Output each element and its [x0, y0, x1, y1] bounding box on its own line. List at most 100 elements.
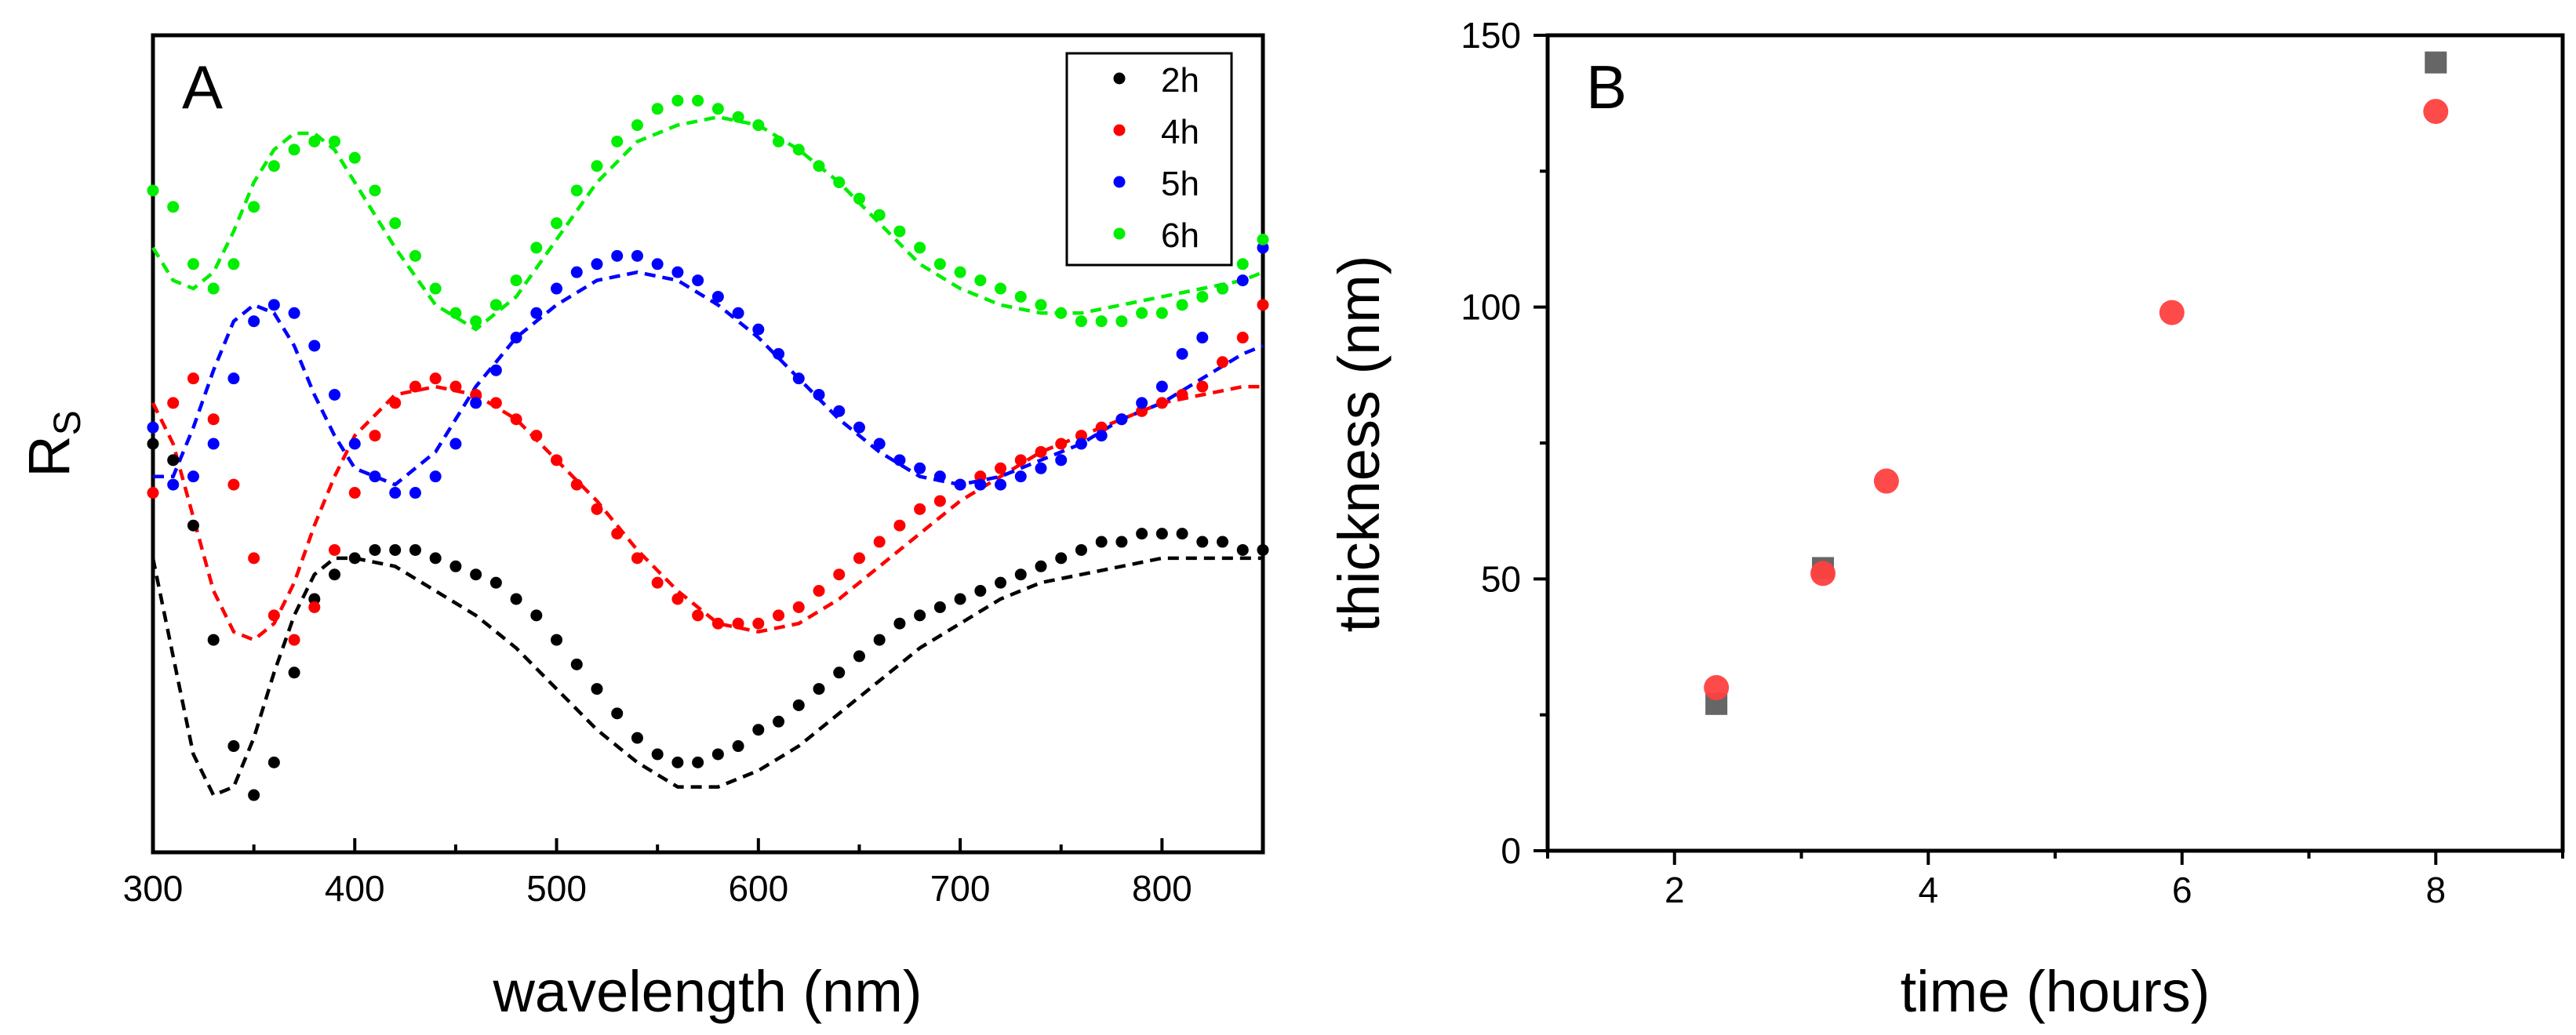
data-point-5h — [914, 462, 926, 474]
data-point-6h — [389, 217, 402, 230]
data-point-6h — [1055, 307, 1068, 319]
data-point-6h — [1035, 299, 1047, 311]
data-point-6h — [773, 135, 785, 147]
panel-a-y-axis-title-sub: S — [47, 410, 89, 435]
data-point-2h — [974, 585, 987, 597]
y-tick-label: 150 — [1461, 15, 1521, 56]
data-point-5h — [551, 282, 563, 295]
data-point-4h — [147, 487, 159, 499]
data-point-5h — [692, 274, 704, 287]
data-point-4h — [1217, 356, 1229, 369]
panel-a-data-points — [147, 94, 1269, 801]
y-tick-label: 50 — [1481, 558, 1521, 599]
data-point-5h — [267, 299, 280, 311]
data-point-6h — [207, 282, 220, 295]
data-point-2h — [1176, 528, 1188, 540]
data-point-5h — [449, 438, 462, 450]
data-point-6h — [510, 274, 522, 287]
data-point-2h — [773, 715, 785, 728]
data-point-2h — [995, 576, 1007, 589]
data-point-4h — [773, 609, 785, 622]
data-point-4h — [873, 536, 886, 548]
data-point-2h — [611, 707, 624, 720]
data-point-5h — [530, 307, 543, 319]
data-point-2h — [429, 552, 442, 565]
x-tick-label: 700 — [930, 868, 991, 909]
data-point-5h — [933, 470, 946, 483]
legend-label-2h: 2h — [1161, 61, 1199, 100]
data-point-2h — [248, 789, 260, 801]
data-point-4h — [409, 380, 421, 393]
data-point-4h — [853, 552, 865, 565]
data-point-2h — [348, 552, 361, 565]
x-tick-label: 2 — [1665, 870, 1685, 910]
data-point-5h — [510, 332, 522, 344]
data-point-6h — [489, 299, 502, 311]
data-point-4h — [671, 593, 684, 605]
data-point-5h — [1155, 380, 1168, 393]
data-point-4h — [348, 487, 361, 499]
data-point-5h — [348, 438, 361, 450]
data-point-6h — [651, 103, 664, 115]
data-point-6h — [248, 201, 260, 213]
data-point-2h — [267, 756, 280, 768]
data-point-5h — [1115, 413, 1128, 426]
data-point-2h — [954, 593, 966, 605]
data-point-2h — [570, 658, 583, 670]
data-point-5h — [833, 405, 846, 417]
data-point-5h — [389, 487, 402, 499]
panel-b-ticks: 2 4 6 8 0 50 100 150 — [1461, 15, 2564, 910]
legend-marker-4h — [1113, 124, 1126, 136]
data-point-2h — [711, 748, 724, 761]
x-tick-label: 6 — [2172, 870, 2192, 910]
data-point-5h — [147, 421, 159, 434]
data-point-6h — [329, 135, 341, 147]
data-point-6h — [914, 242, 926, 254]
data-point-2h — [1035, 560, 1047, 572]
panel-a-legend: 2h 4h 5h 6h — [1065, 52, 1233, 267]
data-point-2h — [732, 740, 744, 753]
data-point-5h — [651, 258, 664, 271]
data-point-5h — [288, 307, 300, 319]
data-point-6h — [369, 184, 381, 197]
data-point-5h — [1095, 430, 1108, 442]
data-point-5h — [631, 249, 643, 262]
data-point-2h — [470, 568, 482, 581]
panel-b-x-axis-title: time (hours) — [1901, 959, 2210, 1024]
data-point-2h — [1115, 536, 1128, 548]
data-point-6h — [933, 258, 946, 271]
data-point-5h — [752, 323, 765, 336]
data-point-4h — [1155, 397, 1168, 409]
data-point-2h — [510, 593, 522, 605]
data-point-2h — [389, 543, 402, 556]
data-point-2h — [207, 634, 220, 646]
data-point-2h — [752, 724, 765, 736]
data-point-2h — [671, 756, 684, 768]
data-point-2h — [1236, 543, 1249, 556]
data-point-6h — [570, 184, 583, 197]
data-point-5h — [1257, 242, 1269, 254]
data-point-4h — [792, 601, 805, 613]
data-point-2h — [409, 543, 421, 556]
panel-a-label: A — [182, 53, 223, 122]
data-point-6h — [813, 160, 825, 172]
data-point-2h — [873, 634, 886, 646]
data-point-2h — [449, 560, 462, 572]
data-point-2h — [1075, 543, 1087, 556]
data-point-6h — [1095, 315, 1108, 328]
data-point-4h — [187, 372, 199, 385]
data-point-5h — [591, 258, 603, 271]
data-point-4h — [752, 617, 765, 630]
data-point-4h — [711, 617, 724, 630]
data-point-2h — [1257, 543, 1269, 556]
data-point-2h — [489, 576, 502, 589]
data-point-5h — [570, 266, 583, 278]
data-point-6h — [308, 135, 321, 147]
data-point-6h — [1155, 307, 1168, 319]
panel-b-label: B — [1586, 53, 1627, 122]
data-point-4h — [1095, 421, 1108, 434]
data-point-5h — [1035, 462, 1047, 474]
data-point-5h — [207, 438, 220, 450]
data-point-6h — [429, 282, 442, 295]
